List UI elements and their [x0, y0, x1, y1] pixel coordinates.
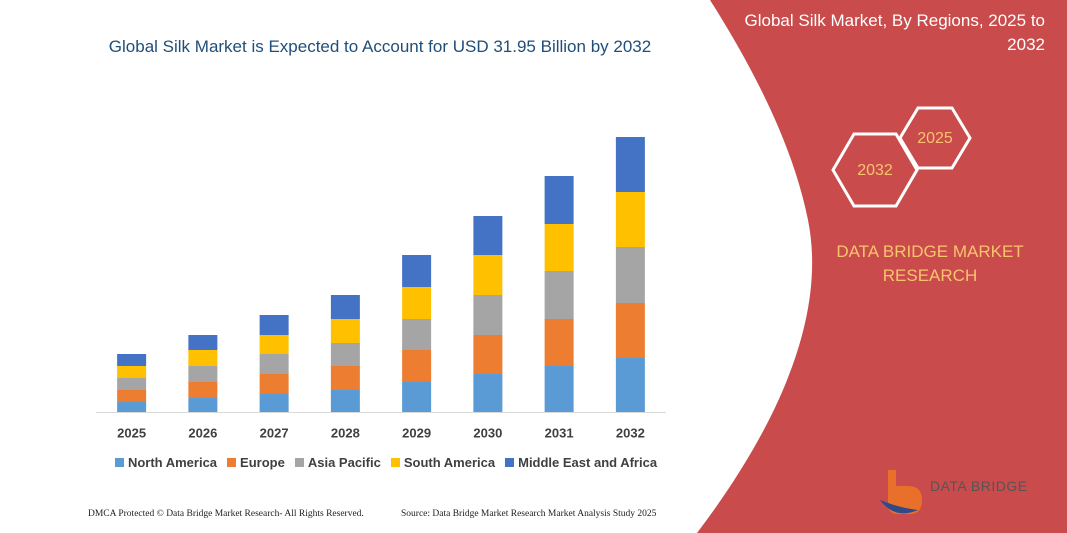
- legend-swatch: [505, 458, 515, 467]
- bar-segment: [330, 390, 360, 412]
- logo-icon: [880, 470, 922, 514]
- bar-segment: [259, 354, 289, 374]
- legend-item: Europe: [227, 455, 285, 470]
- bar-segment: [188, 382, 218, 398]
- plot: 2025 2026 2027 2028 2029 2030 2031 2032: [117, 137, 645, 440]
- x-tick-label: 2030: [473, 425, 502, 440]
- legend-swatch: [114, 458, 124, 467]
- bar-segment: [117, 366, 147, 378]
- x-tick-label: 2029: [402, 425, 431, 440]
- bar-segment: [615, 358, 645, 412]
- legend-label: Middle East and Africa: [518, 455, 658, 470]
- bar-segment: [402, 382, 432, 412]
- legend-item: Asia Pacific: [294, 455, 381, 470]
- footer-left: DMCA Protected © Data Bridge Market Rese…: [88, 509, 364, 519]
- logo-shape: [880, 500, 918, 514]
- x-tick-label: 2028: [331, 425, 360, 440]
- bar-segment: [188, 398, 218, 412]
- bar-segment: [330, 295, 360, 319]
- legend: North America Europe Asia Pacific South Ame…: [96, 455, 676, 470]
- bar-segment: [544, 176, 574, 224]
- panel-title: Global Silk Market, By Regions, 2025 to …: [744, 11, 1045, 54]
- legend-label: North America: [127, 455, 218, 470]
- legend-swatch: [227, 458, 237, 467]
- bar-segment: [259, 374, 289, 394]
- bar-segment: [117, 402, 147, 412]
- bar-segment: [615, 137, 645, 192]
- bar-segment: [330, 319, 360, 343]
- x-tick-label: 2032: [616, 425, 645, 440]
- bar-segment: [402, 255, 432, 287]
- bar-segment: [544, 366, 574, 412]
- bar-segment: [615, 192, 645, 247]
- bar-segment: [473, 255, 503, 295]
- bar-segment: [615, 247, 645, 303]
- bar-segment: [402, 350, 432, 382]
- x-tick-label: 2027: [260, 425, 289, 440]
- bar-segment: [188, 350, 218, 366]
- bar-segment: [330, 343, 360, 366]
- bar-segment: [117, 354, 147, 366]
- x-tick-label: 2031: [545, 425, 574, 440]
- side-panel: [697, 0, 1067, 533]
- legend-item: North America: [114, 455, 218, 470]
- hex-label: 2025: [917, 130, 953, 147]
- legend-swatch: [294, 458, 304, 467]
- bar-segment: [473, 295, 503, 335]
- hex-label: 2032: [857, 162, 893, 179]
- chart-title: Global Silk Market is Expected to Accoun…: [108, 37, 652, 56]
- legend-label: Europe: [240, 455, 285, 470]
- footer-right: Source: Data Bridge Market Research Mark…: [401, 509, 657, 519]
- bar-segment: [544, 224, 574, 271]
- bar-segment: [259, 315, 289, 335]
- logo-shape: [888, 470, 922, 514]
- bar-segment: [117, 378, 147, 390]
- bar-segment: [330, 366, 360, 390]
- bar-segment: [473, 216, 503, 255]
- bar-segment: [259, 394, 289, 412]
- bar-segment: [402, 319, 432, 350]
- legend-item: Middle East and Africa: [505, 455, 657, 470]
- bar-segment: [615, 303, 645, 358]
- legend-item: South America: [390, 455, 496, 470]
- legend-label: South America: [403, 455, 496, 470]
- bar-segment: [402, 287, 432, 319]
- brand-text: DATA BRIDGE MARKET RESEARCH: [836, 242, 1024, 285]
- bar-segment: [544, 319, 574, 366]
- bar-segment: [473, 374, 503, 412]
- x-tick-label: 2025: [117, 425, 146, 440]
- logo-text: DATA BRIDGE: [930, 478, 1028, 494]
- bar-segment: [259, 335, 289, 354]
- legend-swatch: [390, 458, 400, 467]
- bar-segment: [188, 335, 218, 350]
- hexagon: [898, 106, 972, 170]
- bar-segment: [544, 271, 574, 319]
- x-tick-label: 2026: [188, 425, 217, 440]
- hexagon: [831, 132, 919, 208]
- bar-segment: [188, 366, 218, 382]
- bar-segment: [117, 390, 147, 402]
- legend-label: Asia Pacific: [307, 455, 381, 470]
- bar-segment: [473, 335, 503, 374]
